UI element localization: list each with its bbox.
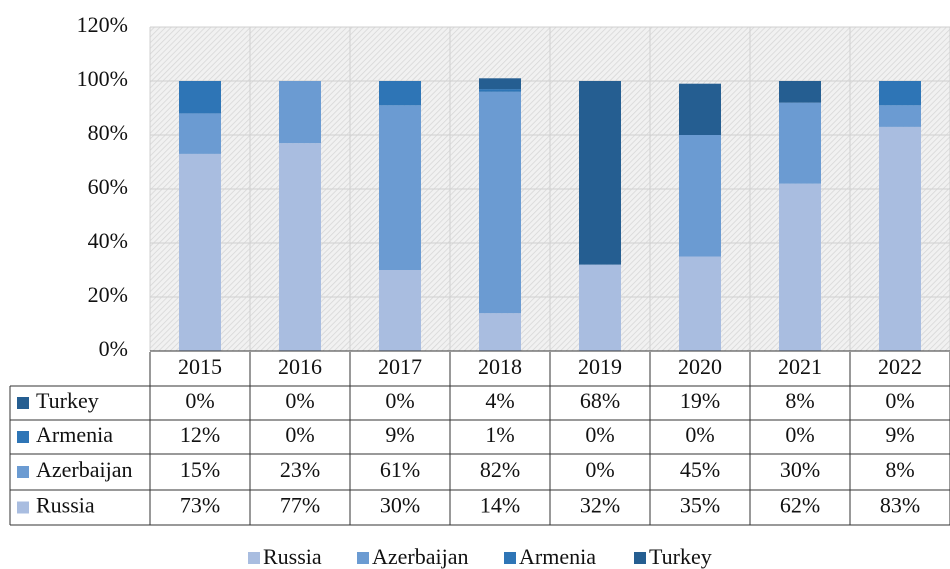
y-tick-label: 40% [88,228,128,253]
y-tick-label: 120% [77,12,128,37]
table-cell: 9% [385,422,414,447]
table-cell: 0% [285,388,314,413]
table-cell: 77% [280,493,320,518]
table-cell: 82% [480,457,520,482]
table-cell: 9% [885,422,914,447]
table-cell: 30% [780,457,820,482]
bar-segment [379,270,421,351]
table-cell: 1% [485,422,514,447]
x-tick-label: 2018 [478,354,522,379]
table-cell: 45% [680,457,720,482]
bar-segment [479,78,521,90]
y-tick-label: 0% [99,336,128,361]
legend-label: Armenia [519,544,596,569]
legend-label: Azerbaijan [372,544,469,569]
bar-segment [279,143,321,351]
table-cell: 0% [585,457,614,482]
y-tick-label: 20% [88,282,128,307]
bar-segment [879,126,921,352]
bar-segment [779,102,821,184]
table-cell: 12% [180,422,220,447]
legend-key [504,552,516,564]
table-cell: 19% [680,388,720,413]
table-cell: 0% [285,422,314,447]
bar-segment [779,81,821,103]
bar-segment [479,91,521,314]
table-legend-key [17,466,29,478]
table-cell: 15% [180,457,220,482]
table-cell: 61% [380,457,420,482]
table-cell: 35% [680,493,720,518]
table-cell: 0% [885,388,914,413]
table-cell: 0% [585,422,614,447]
table-legend-key [17,397,29,409]
table-cell: 0% [685,422,714,447]
bar-segment [779,183,821,351]
bar-segment [479,313,521,351]
table-row-label: Armenia [36,422,113,447]
x-tick-label: 2017 [378,354,422,379]
table-cell: 4% [485,388,514,413]
table-cell: 23% [280,457,320,482]
table-cell: 32% [580,493,620,518]
legend-label: Turkey [649,544,712,569]
table-cell: 8% [785,388,814,413]
x-tick-label: 2015 [178,354,222,379]
table-cell: 8% [885,457,914,482]
legend-label: Russia [263,544,322,569]
table-cell: 68% [580,388,620,413]
bar-segment [579,81,621,265]
table-cell: 0% [185,388,214,413]
bar-segment [879,81,921,106]
bar-segment [279,81,321,144]
table-cell: 62% [780,493,820,518]
table-row-label: Azerbaijan [36,457,133,482]
bar-segment [879,105,921,127]
bar-segment [379,81,421,106]
x-tick-label: 2020 [678,354,722,379]
table-cell: 73% [180,493,220,518]
x-tick-label: 2016 [278,354,322,379]
bar-segment [179,113,221,154]
y-tick-label: 60% [88,174,128,199]
table-cell: 0% [385,388,414,413]
table-legend-key [17,431,29,443]
table-cell: 83% [880,493,920,518]
x-tick-label: 2021 [778,354,822,379]
bar-segment [179,81,221,114]
table-row-label: Russia [36,493,95,518]
table-cell: 30% [380,493,420,518]
table-row-label: Turkey [36,388,99,413]
bar-segment [679,135,721,257]
bar-segment [479,89,521,92]
y-tick-label: 80% [88,120,128,145]
legend-key [248,552,260,564]
table-cell: 0% [785,422,814,447]
legend-key [357,552,369,564]
bar-segment [379,105,421,270]
x-tick-label: 2022 [878,354,922,379]
table-legend-key [17,501,29,514]
bar-segment [179,153,221,351]
table-cell: 14% [480,493,520,518]
legend-key [634,552,646,564]
bar-segment [579,264,621,351]
y-tick-label: 100% [77,66,128,91]
bar-segment [679,256,721,351]
x-tick-label: 2019 [578,354,622,379]
bar-segment [679,83,721,135]
